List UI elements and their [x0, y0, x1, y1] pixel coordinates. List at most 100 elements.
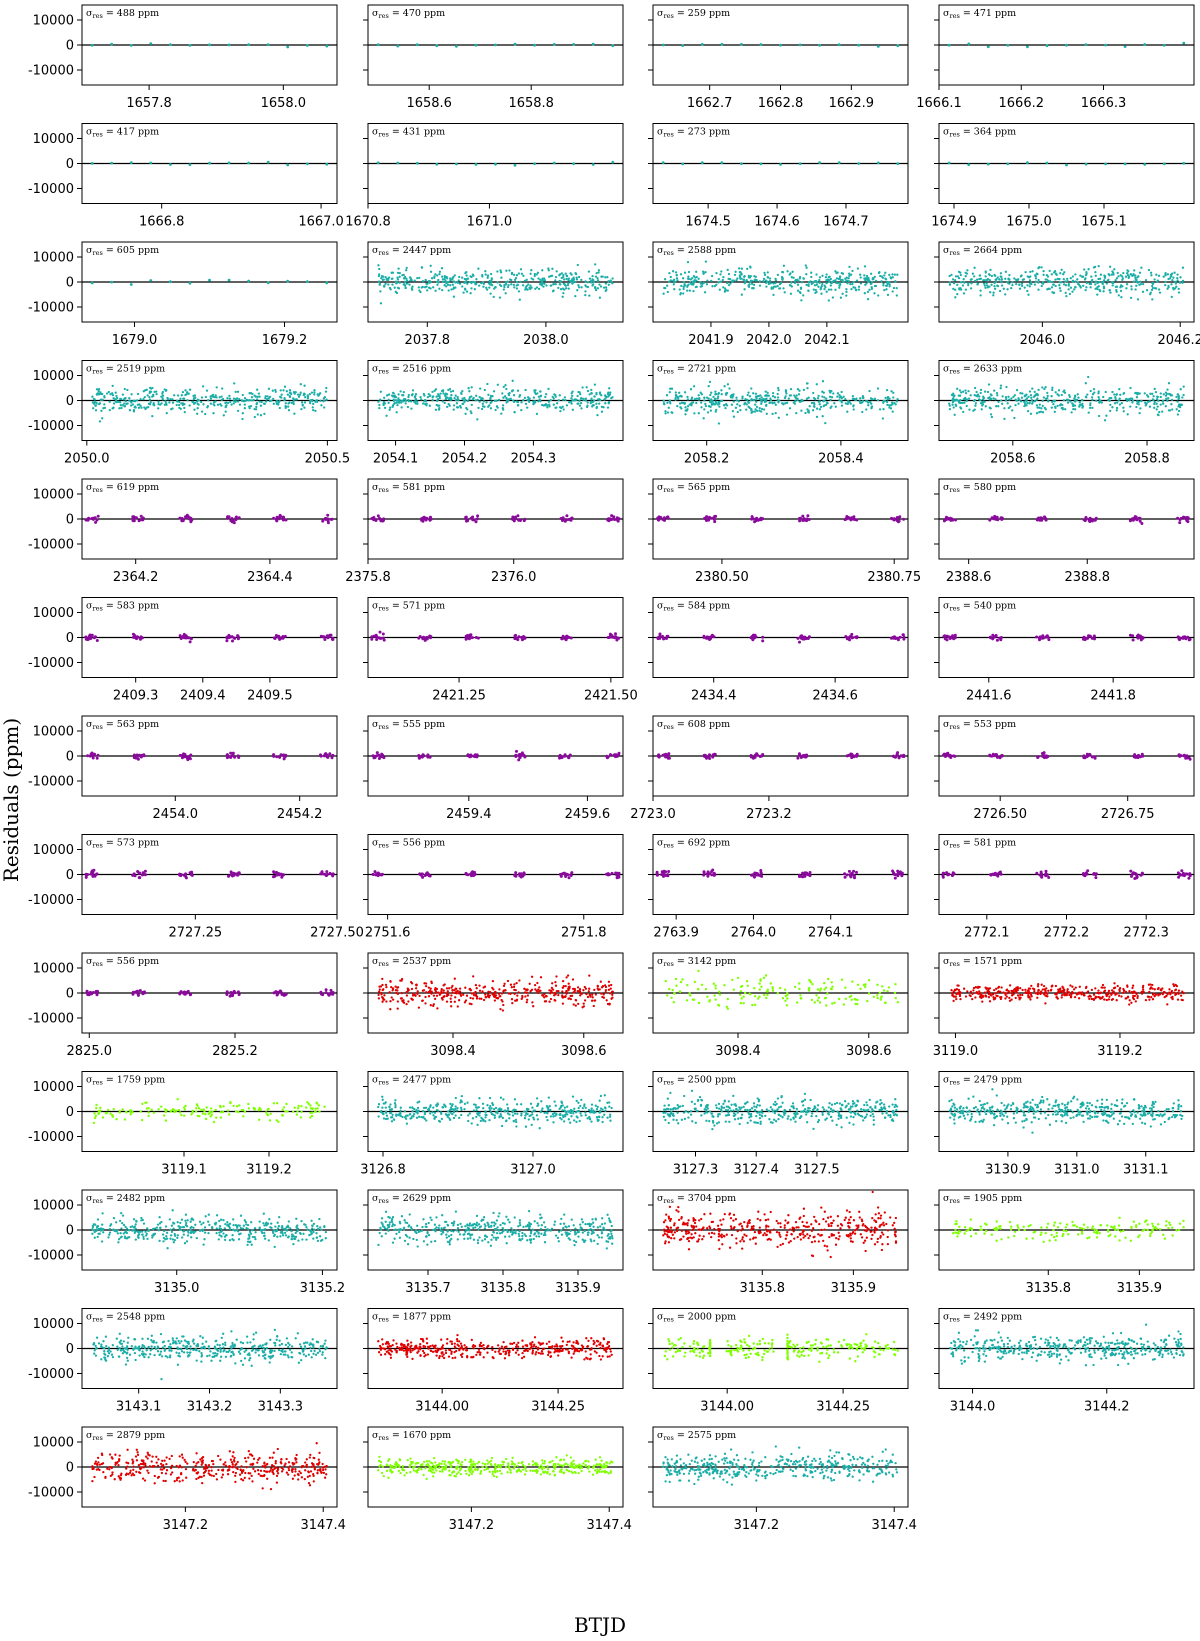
residual-point — [1066, 401, 1070, 404]
residual-point — [969, 394, 972, 397]
residual-point — [815, 407, 819, 410]
residual-point — [151, 414, 154, 418]
residual-point — [730, 403, 734, 406]
residual-point — [686, 398, 690, 401]
residual-point — [668, 271, 671, 275]
residual-point — [518, 393, 522, 397]
residual-point — [1018, 287, 1022, 290]
residual-point — [702, 753, 706, 757]
residual-point — [533, 272, 536, 276]
residual-point — [222, 414, 225, 417]
residual-point — [811, 281, 815, 284]
x-tick-label: 2434.6 — [812, 689, 858, 704]
residual-point — [1133, 269, 1136, 272]
residual-point — [954, 275, 958, 278]
residual-point — [598, 283, 601, 286]
residual-point — [428, 635, 432, 639]
residual-point — [536, 271, 540, 274]
residual-point — [415, 161, 419, 165]
residual-point — [325, 398, 328, 401]
residual-point — [180, 394, 183, 397]
residual-point — [220, 395, 223, 398]
residual-point — [593, 383, 597, 386]
residual-point — [967, 282, 970, 285]
residual-point — [300, 401, 304, 404]
residual-point — [430, 277, 434, 280]
residual-point — [850, 516, 854, 520]
residual-point — [847, 279, 851, 283]
residual-point — [1042, 751, 1046, 755]
residual-point — [838, 399, 841, 402]
residual-point — [1045, 161, 1049, 165]
residual-point — [537, 395, 541, 398]
residual-point — [703, 396, 706, 400]
residual-point — [501, 392, 504, 395]
residual-point — [705, 396, 709, 399]
residual-point — [735, 279, 738, 282]
residual-point — [428, 394, 432, 398]
residual-point — [447, 388, 450, 392]
residual-point — [786, 270, 789, 273]
residual-point — [443, 401, 446, 405]
residual-point — [136, 991, 140, 995]
residual-point — [755, 753, 759, 757]
residual-point — [435, 280, 439, 284]
residual-point — [1183, 516, 1186, 519]
residual-point — [588, 294, 591, 297]
residual-point — [379, 398, 382, 401]
residual-point — [870, 287, 874, 291]
residual-point — [774, 411, 777, 415]
residual-point — [602, 406, 605, 409]
residual-point — [1094, 873, 1098, 877]
residual-point — [825, 273, 828, 276]
residual-point — [751, 636, 755, 640]
residual-point — [557, 399, 560, 402]
residual-point — [264, 396, 267, 400]
residual-point — [766, 271, 769, 274]
residual-point — [834, 270, 837, 273]
residual-point — [1171, 286, 1175, 290]
residual-point — [953, 279, 957, 282]
residual-point — [467, 387, 470, 390]
residual-point — [973, 386, 977, 390]
residual-point — [178, 634, 182, 638]
residual-point — [1048, 269, 1051, 273]
residual-point — [209, 402, 213, 405]
residual-point — [1178, 405, 1182, 409]
residual-point — [1084, 517, 1088, 521]
residual-point — [1179, 276, 1182, 279]
residual-point — [323, 399, 326, 402]
residual-point — [721, 278, 724, 282]
residual-point — [796, 397, 799, 400]
residual-point — [474, 163, 478, 166]
residual-point — [535, 286, 539, 289]
residual-point — [221, 387, 224, 390]
residual-point — [325, 870, 329, 874]
residual-point — [478, 284, 481, 287]
residual-point — [693, 397, 697, 401]
residual-point — [1102, 395, 1105, 399]
residual-point — [1159, 395, 1162, 399]
residual-point — [475, 394, 478, 397]
residual-point — [376, 43, 380, 47]
residual-point — [996, 518, 1000, 522]
residual-point — [710, 873, 714, 877]
residual-point — [1038, 635, 1042, 639]
y-tick-label: -10000 — [28, 301, 74, 316]
residual-point — [1004, 399, 1008, 402]
residual-point — [474, 636, 478, 639]
residual-point — [384, 276, 387, 279]
residual-point — [492, 390, 496, 393]
residual-point — [570, 397, 573, 400]
residual-point — [374, 873, 378, 877]
residual-point — [179, 873, 183, 877]
residual-point — [610, 396, 613, 400]
residual-point — [960, 391, 963, 394]
residual-point — [883, 274, 886, 277]
residual-point — [405, 282, 409, 285]
residual-point — [895, 400, 898, 403]
residual-point — [855, 279, 859, 282]
